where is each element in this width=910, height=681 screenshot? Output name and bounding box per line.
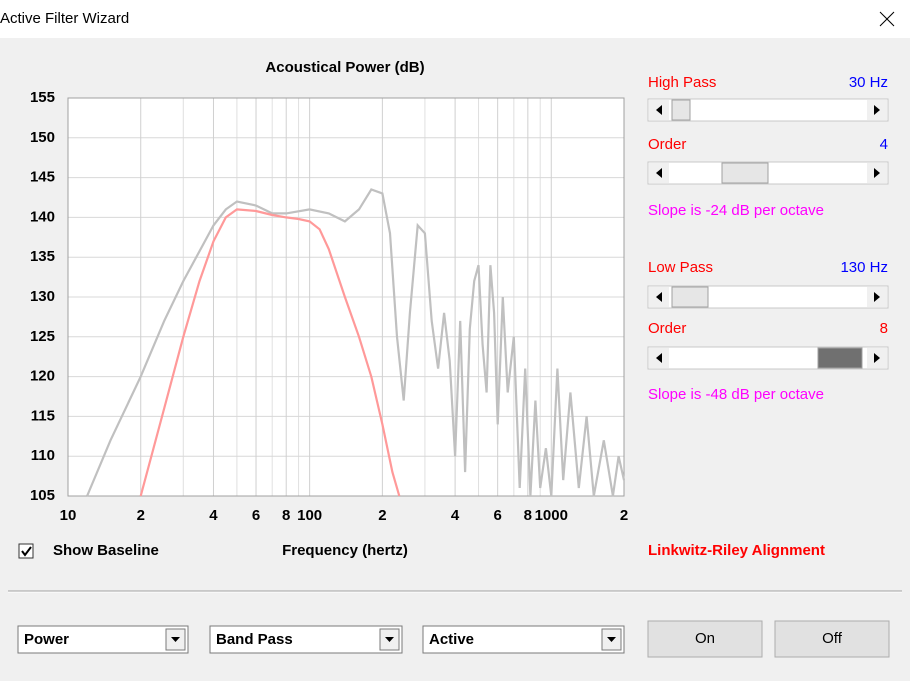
y-tick-label: 105 xyxy=(30,487,55,504)
y-tick-label: 155 xyxy=(30,89,55,106)
slope-text: Slope is -48 dB per octave xyxy=(648,386,824,403)
x-tick-label: 2 xyxy=(620,507,628,524)
scrollbar[interactable] xyxy=(647,346,889,370)
dropdown-box xyxy=(422,625,625,654)
low-pass-label: Low Pass xyxy=(648,259,713,276)
x-tick-label: 6 xyxy=(252,507,260,524)
high-pass-value: 30 Hz xyxy=(849,74,888,91)
dropdown-box xyxy=(209,625,403,654)
arrow-icon xyxy=(385,637,394,642)
arrow-icon xyxy=(656,168,662,178)
x-tick-label: 2 xyxy=(378,507,386,524)
arrow-icon xyxy=(171,637,180,642)
arrow-icon xyxy=(656,353,662,363)
x-tick-label: 8 xyxy=(524,507,532,524)
x-axis-label: Frequency (hertz) xyxy=(282,542,408,559)
alignment-text: Linkwitz-Riley Alignment xyxy=(648,542,825,559)
button-box xyxy=(647,620,763,658)
arrow-icon xyxy=(874,353,880,363)
arrow-icon xyxy=(607,637,616,642)
arrow-icon xyxy=(874,105,880,115)
y-tick-label: 110 xyxy=(31,447,55,464)
arrow-icon xyxy=(656,105,662,115)
plot-border xyxy=(67,97,625,497)
y-tick-label: 130 xyxy=(30,288,55,305)
scroll-thumb[interactable] xyxy=(817,347,863,369)
x-tick-label: 4 xyxy=(209,507,218,524)
x-tick-label: 6 xyxy=(493,507,501,524)
dropdown[interactable]: Active xyxy=(422,625,625,654)
scrollbar-track xyxy=(647,98,889,122)
x-tick-label: 10 xyxy=(60,507,77,524)
dropdown-box xyxy=(17,625,189,654)
dropdown[interactable]: Band Pass xyxy=(209,625,403,654)
x-tick-label: 8 xyxy=(282,507,290,524)
scrollbars xyxy=(647,98,889,370)
dropdown-value: Active xyxy=(429,631,474,648)
order-label: Order xyxy=(648,136,686,153)
y-tick-label: 150 xyxy=(30,129,55,146)
scrollbar[interactable] xyxy=(647,285,889,309)
x-tick-label: 4 xyxy=(451,507,460,524)
y-tick-label: 145 xyxy=(30,169,55,186)
data-line xyxy=(139,208,401,497)
y-tick-label: 135 xyxy=(30,248,55,265)
button-label: On xyxy=(695,630,715,647)
dropdown-value: Band Pass xyxy=(216,631,293,648)
button[interactable]: On xyxy=(647,620,763,658)
x-tick-label: 1000 xyxy=(535,507,568,524)
checkbox[interactable] xyxy=(18,543,34,559)
bottom-controls: Power Band Pass Active On Off xyxy=(17,620,890,658)
close-button[interactable] xyxy=(879,11,895,27)
high-pass-label: High Pass xyxy=(648,74,716,91)
x-tick-label: 2 xyxy=(137,507,145,524)
window-title: Active Filter Wizard xyxy=(0,10,129,27)
order-label: Order xyxy=(648,320,686,337)
dropdown[interactable]: Power xyxy=(17,625,189,654)
low-pass-value: 130 Hz xyxy=(840,259,888,276)
y-tick-label: 120 xyxy=(30,368,55,385)
y-tick-label: 140 xyxy=(30,208,55,225)
y-tick-label: 115 xyxy=(31,407,55,424)
scroll-thumb[interactable] xyxy=(721,162,769,184)
order-value: 8 xyxy=(880,320,888,337)
arrow-icon xyxy=(874,292,880,302)
scrollbar[interactable] xyxy=(647,161,889,185)
checkbox-label[interactable]: Show Baseline xyxy=(53,542,159,559)
title-bar xyxy=(0,0,910,38)
button[interactable]: Off xyxy=(774,620,890,658)
button-box xyxy=(774,620,890,658)
button-label: Off xyxy=(822,630,843,647)
dropdown-value: Power xyxy=(24,631,69,648)
scroll-thumb[interactable] xyxy=(671,286,709,308)
y-tick-label: 125 xyxy=(30,328,55,345)
arrow-icon xyxy=(874,168,880,178)
order-value: 4 xyxy=(880,136,888,153)
data-line xyxy=(86,188,626,497)
x-tick-label: 100 xyxy=(297,507,322,524)
arrow-icon xyxy=(656,292,662,302)
chart-title: Acoustical Power (dB) xyxy=(265,59,424,76)
scroll-thumb[interactable] xyxy=(671,99,691,121)
scrollbar[interactable] xyxy=(647,98,889,122)
slope-text: Slope is -24 dB per octave xyxy=(648,202,824,219)
